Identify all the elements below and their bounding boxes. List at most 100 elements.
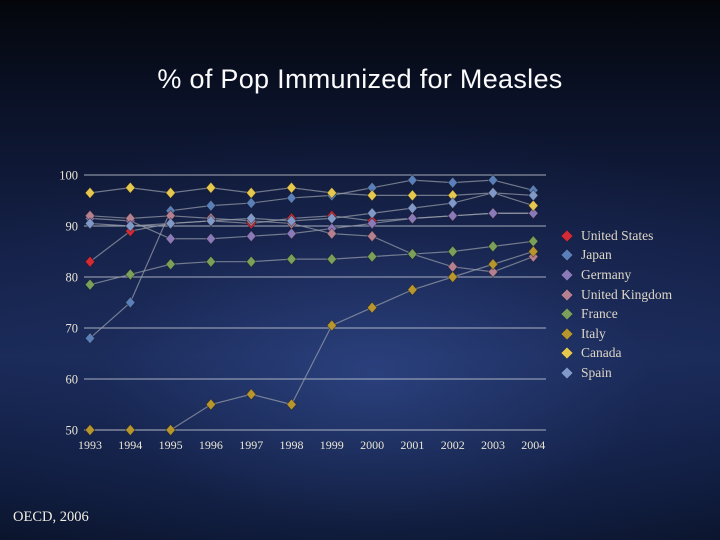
data-point-united-kingdom xyxy=(447,260,459,273)
data-point-japan xyxy=(487,173,499,187)
data-point-japan xyxy=(245,196,257,210)
legend-label: Spain xyxy=(581,364,612,380)
data-point-canada xyxy=(124,181,136,194)
legend-diamond-icon xyxy=(561,288,573,301)
legend-item-spain: Spain xyxy=(561,363,672,383)
data-point-canada xyxy=(527,199,539,212)
legend-item-japan: Japan xyxy=(561,246,672,266)
data-point-italy xyxy=(407,283,418,296)
legend-diamond-icon xyxy=(561,249,573,262)
series-line-germany xyxy=(89,212,534,240)
data-point-france xyxy=(124,268,136,281)
legend-item-italy: Italy xyxy=(561,324,672,344)
y-axis-tick-label: 50 xyxy=(66,424,79,438)
data-point-spain xyxy=(407,202,418,215)
data-point-germany xyxy=(407,212,418,225)
legend-diamond-icon xyxy=(561,269,573,281)
data-point-italy xyxy=(84,423,96,437)
x-axis-tick-label: 1998 xyxy=(280,438,304,452)
data-point-spain xyxy=(205,214,217,228)
legend-item-united-states: United States xyxy=(561,226,672,246)
data-point-united-kingdom xyxy=(366,230,378,243)
series-line-italy xyxy=(90,250,534,431)
data-point-germany xyxy=(245,230,257,243)
x-axis-tick-label: 2004 xyxy=(521,438,545,452)
series-line-japan xyxy=(89,179,534,339)
data-point-france xyxy=(205,255,217,268)
y-axis-tick-label: 80 xyxy=(66,271,79,285)
data-point-united-states xyxy=(84,255,96,268)
x-axis-tick-label: 1994 xyxy=(118,438,142,452)
data-point-canada xyxy=(326,186,338,199)
data-point-italy xyxy=(245,388,257,401)
data-point-italy xyxy=(447,270,459,284)
data-point-italy xyxy=(487,258,499,271)
data-point-united-kingdom xyxy=(326,227,338,240)
data-point-spain xyxy=(366,207,378,220)
legend-item-france: France xyxy=(561,304,672,324)
data-point-france xyxy=(165,258,176,271)
data-point-spain xyxy=(487,186,499,199)
data-point-canada xyxy=(205,181,217,194)
data-point-canada xyxy=(165,186,176,199)
data-point-italy xyxy=(326,319,338,332)
data-point-italy xyxy=(286,398,297,411)
data-point-france xyxy=(286,253,297,266)
data-point-spain xyxy=(165,217,176,230)
x-axis-tick-label: 2001 xyxy=(400,438,424,452)
data-point-italy xyxy=(165,423,176,437)
data-point-japan xyxy=(124,296,136,309)
data-point-germany xyxy=(527,207,539,220)
data-point-france xyxy=(84,278,96,291)
slide-title: % of Pop Immunized for Measles xyxy=(157,64,563,94)
data-point-japan xyxy=(205,199,217,212)
legend-label: United Kingdom xyxy=(581,286,673,302)
data-point-canada xyxy=(366,189,378,202)
x-axis-tick-label: 1993 xyxy=(78,438,102,452)
data-point-germany xyxy=(205,232,217,245)
data-point-canada xyxy=(286,181,297,194)
series-line-united-kingdom xyxy=(89,215,534,273)
data-point-germany xyxy=(366,217,378,230)
data-point-spain xyxy=(527,189,539,202)
chart-legend: United States Japan Germany United Kingdom F… xyxy=(561,226,672,383)
legend-diamond-icon xyxy=(561,347,573,360)
legend-label: United States xyxy=(581,227,654,243)
data-point-germany xyxy=(165,232,176,245)
data-point-japan xyxy=(407,173,418,187)
x-axis-tick-label: 2002 xyxy=(441,438,465,452)
data-point-france xyxy=(527,235,539,248)
data-point-spain xyxy=(447,196,459,210)
data-point-france xyxy=(366,250,378,263)
data-point-spain xyxy=(286,214,297,228)
data-point-japan xyxy=(286,191,297,205)
y-axis-tick-label: 90 xyxy=(66,220,79,234)
data-point-italy xyxy=(205,398,217,411)
series-line-france xyxy=(89,240,534,286)
x-axis-tick-label: 2003 xyxy=(481,438,505,452)
data-point-germany xyxy=(286,227,297,240)
data-point-france xyxy=(447,245,459,258)
series-line-spain xyxy=(89,192,534,227)
data-point-italy xyxy=(124,423,136,437)
data-point-france xyxy=(245,255,257,268)
data-point-italy xyxy=(366,301,378,314)
data-point-canada xyxy=(245,186,257,199)
data-point-france xyxy=(326,253,338,266)
data-point-france xyxy=(407,247,418,261)
y-axis-tick-label: 70 xyxy=(66,322,79,336)
legend-diamond-icon xyxy=(561,367,573,379)
series-line-canada xyxy=(89,187,534,207)
legend-label: Italy xyxy=(581,325,606,341)
data-point-canada xyxy=(407,189,418,202)
x-axis-tick-label: 1996 xyxy=(199,438,223,452)
data-point-canada xyxy=(84,186,96,199)
x-axis-tick-label: 1995 xyxy=(159,438,183,452)
legend-diamond-icon xyxy=(561,230,573,242)
x-axis-tick-label: 2000 xyxy=(360,438,384,452)
y-axis-tick-label: 100 xyxy=(59,169,78,183)
x-axis-tick-label: 1997 xyxy=(239,438,263,452)
data-point-spain xyxy=(245,212,257,225)
